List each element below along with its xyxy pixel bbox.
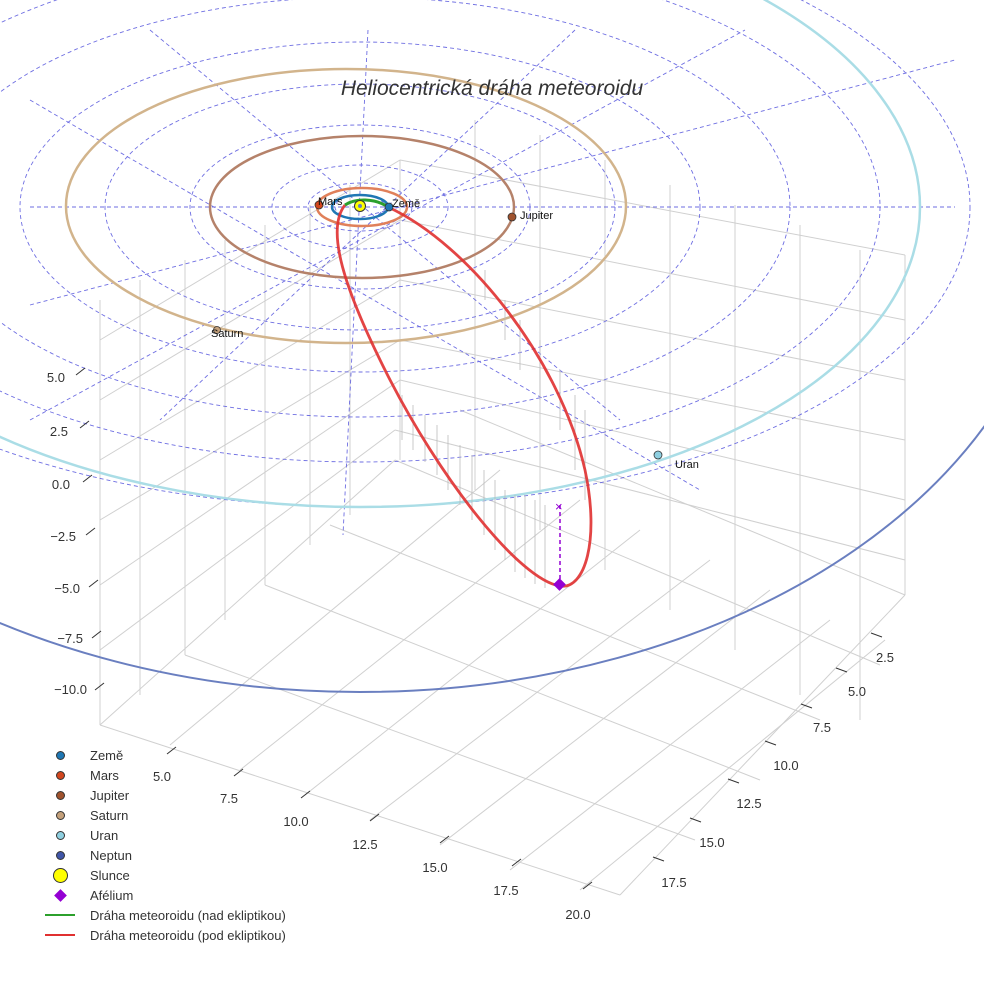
- x-axis: 5.0 7.5 10.0 12.5 15.0 17.5 20.0: [153, 746, 593, 922]
- legend-label: Neptun: [90, 847, 132, 863]
- planet-markers: [213, 200, 663, 460]
- y-tick: 12.5: [736, 796, 761, 811]
- x-tick: 20.0: [565, 907, 590, 922]
- sun-marker: [354, 200, 366, 212]
- y-tick: 10.0: [773, 758, 798, 773]
- svg-text:×: ×: [555, 499, 563, 514]
- diamond-icon: [53, 888, 67, 902]
- legend-item-orbit-below[interactable]: Dráha meteoroidu (pod ekliptikou): [38, 925, 286, 945]
- planet-uran: [653, 450, 663, 460]
- x-tick: 10.0: [283, 814, 308, 829]
- legend-item-jupiter[interactable]: Jupiter: [38, 785, 286, 805]
- orbit-jupiter: [208, 134, 516, 280]
- planet-zeme: [384, 202, 394, 212]
- z-axis: 5.0 2.5 0.0 −2.5 −5.0 −7.5 −10.0: [47, 367, 105, 697]
- z-tick: 2.5: [50, 424, 68, 439]
- legend-label: Uran: [90, 827, 119, 843]
- green-line-icon: [45, 914, 75, 916]
- orbit-saturn: [64, 67, 628, 345]
- legend-item-zeme[interactable]: Země: [38, 745, 286, 765]
- planet-saturn: [213, 326, 221, 334]
- axis-pane-grid: [99, 120, 906, 896]
- legend-label: Saturn: [90, 807, 129, 823]
- chart-title: Heliocentrická dráha meteoroidu: [341, 77, 644, 100]
- saturn-dot-icon: [55, 810, 65, 820]
- label-saturn: Saturn: [211, 328, 243, 340]
- legend-label: Jupiter: [90, 787, 130, 803]
- legend-item-neptun[interactable]: Neptun: [38, 845, 286, 865]
- z-tick: 0.0: [52, 477, 70, 492]
- neptun-dot-icon: [55, 850, 65, 860]
- sun-icon: [52, 867, 68, 883]
- z-tick: −2.5: [50, 529, 76, 544]
- planet-orbits: [0, 0, 984, 693]
- planet-mars: [314, 200, 324, 210]
- planet-labels: Mars Země Jupiter Saturn Uran: [211, 196, 699, 471]
- legend: Země Mars Jupiter Saturn Uran Neptun Slu…: [38, 745, 286, 945]
- mars-dot-icon: [55, 770, 65, 780]
- z-tick: −7.5: [57, 631, 83, 646]
- legend-item-saturn[interactable]: Saturn: [38, 805, 286, 825]
- meteoroid-orbit-above: [344, 198, 389, 209]
- label-mars: Mars: [318, 196, 343, 208]
- legend-item-slunce[interactable]: Slunce: [38, 865, 286, 885]
- label-zeme: Země: [392, 198, 420, 210]
- x-tick: 7.5: [220, 791, 238, 806]
- y-axis: 2.5 5.0 7.5 10.0 12.5 15.0 17.5: [652, 632, 894, 890]
- z-tick: 5.0: [47, 370, 65, 385]
- y-tick: 7.5: [813, 720, 831, 735]
- y-tick: 5.0: [848, 684, 866, 699]
- projection-lines: [401, 270, 586, 588]
- legend-label: Země: [90, 747, 124, 763]
- jupiter-dot-icon: [55, 790, 65, 800]
- z-tick: −10.0: [54, 682, 87, 697]
- meteoroid-orbit: [335, 198, 593, 588]
- legend-label: Afélium: [90, 887, 134, 903]
- z-tick: −5.0: [54, 581, 80, 596]
- zeme-dot-icon: [55, 750, 65, 760]
- uran-dot-icon: [55, 830, 65, 840]
- y-tick: 17.5: [661, 875, 686, 890]
- legend-item-uran[interactable]: Uran: [38, 825, 286, 845]
- legend-label: Dráha meteoroidu (pod ekliptikou): [90, 927, 286, 943]
- legend-label: Dráha meteoroidu (nad ekliptikou): [90, 907, 286, 923]
- x-tick: 5.0: [153, 769, 171, 784]
- legend-label: Slunce: [90, 867, 130, 883]
- legend-label: Mars: [90, 767, 119, 783]
- orbit-uran: [0, 0, 922, 509]
- x-tick: 12.5: [352, 837, 377, 852]
- legend-item-mars[interactable]: Mars: [38, 765, 286, 785]
- x-tick: 17.5: [493, 883, 518, 898]
- legend-item-afelium[interactable]: Afélium: [38, 885, 286, 905]
- label-jupiter: Jupiter: [520, 210, 553, 222]
- ecliptic-grid: [0, 0, 971, 536]
- label-uran: Uran: [675, 459, 699, 471]
- y-tick: 15.0: [699, 835, 724, 850]
- planet-jupiter: [507, 212, 517, 222]
- y-tick: 2.5: [876, 650, 894, 665]
- orbit-neptun: [0, 425, 984, 693]
- x-tick: 15.0: [422, 860, 447, 875]
- legend-item-orbit-above[interactable]: Dráha meteoroidu (nad ekliptikou): [38, 905, 286, 925]
- red-line-icon: [45, 934, 75, 936]
